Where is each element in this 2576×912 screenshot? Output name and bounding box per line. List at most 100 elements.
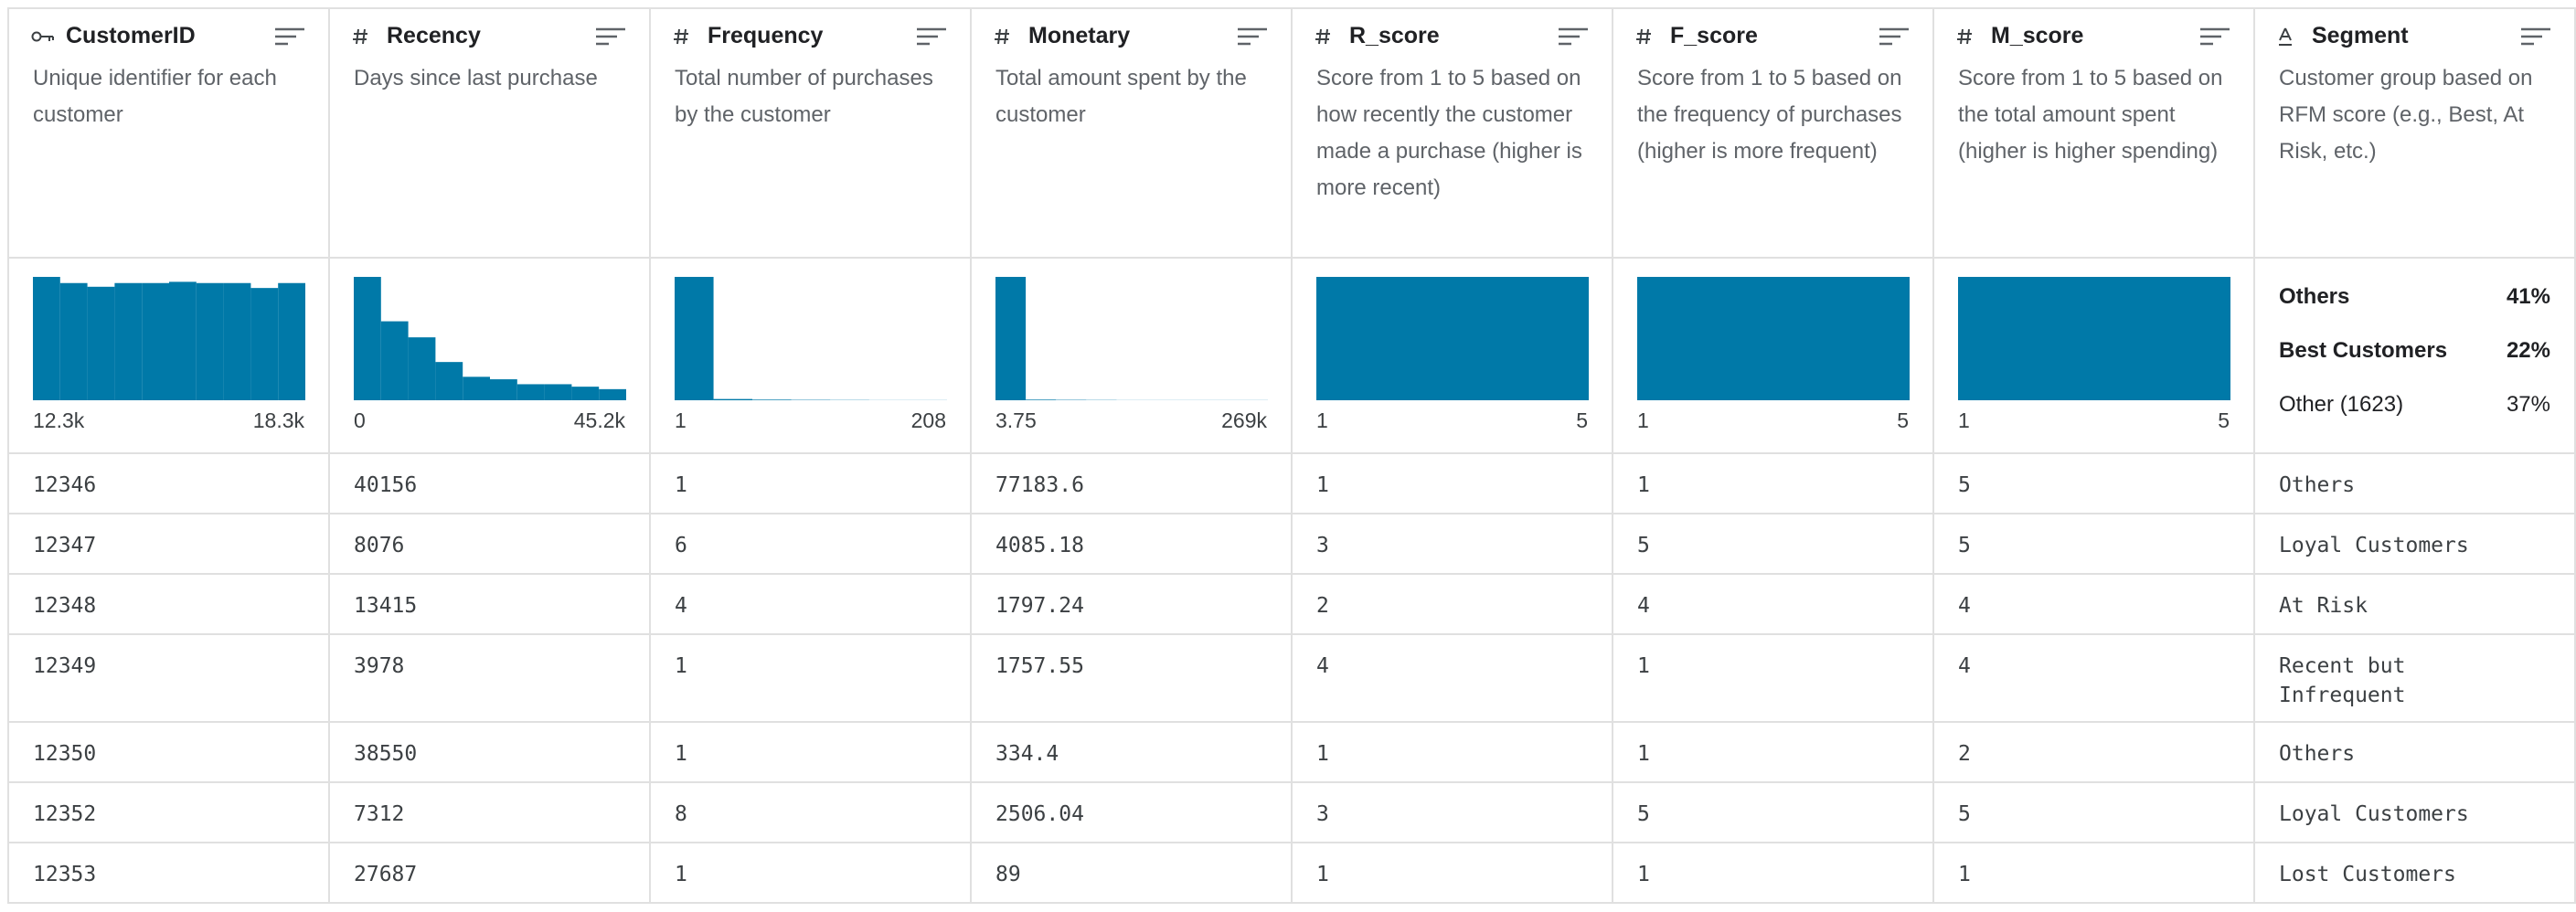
histogram-bar [490, 379, 517, 400]
histogram-bar [223, 282, 251, 400]
column-name: M_score [1991, 23, 2084, 48]
table-cell: 27687 [330, 843, 651, 904]
range-max: 18.3k [252, 408, 304, 432]
histogram-bar [995, 277, 1027, 400]
column-summary: 0 45.2k [330, 259, 651, 454]
cell-value: Recent but Infrequent [2279, 654, 2406, 707]
sort-button[interactable] [275, 27, 304, 48]
cell-value: 1 [1316, 473, 1329, 497]
sort-button[interactable] [917, 27, 946, 48]
range-max: 5 [2218, 408, 2230, 432]
table-cell: 40156 [330, 454, 651, 514]
cell-value: 334.4 [995, 742, 1059, 766]
column-description: Score from 1 to 5 based on how recently … [1316, 66, 1582, 200]
sort-button[interactable] [2200, 27, 2230, 48]
column-header: Frequency Total number of purchases by th… [651, 9, 972, 259]
cell-value: 12348 [33, 594, 97, 618]
table-cell: 1 [651, 723, 972, 783]
table-cell: 2506.04 [972, 783, 1293, 843]
histogram [354, 277, 626, 400]
data-table: CustomerID Unique identifier for each cus… [7, 7, 2576, 904]
table-cell: 38550 [330, 723, 651, 783]
table-cell: 1 [1613, 723, 1934, 783]
table-cell: 1 [651, 635, 972, 723]
cell-value: 1 [675, 742, 687, 766]
table-cell: 5 [1934, 783, 2255, 843]
column-summary: 3.75 269k [972, 259, 1293, 454]
cell-value: 4 [1316, 654, 1329, 678]
type-icon [1315, 28, 1330, 45]
histogram-bar [354, 277, 381, 400]
column-description: Days since last purchase [354, 66, 598, 90]
column-description: Score from 1 to 5 based on the frequency… [1637, 66, 1902, 164]
cell-value: At Risk [2279, 594, 2368, 618]
type-icon [1636, 28, 1651, 45]
type-icon [31, 31, 54, 42]
cell-value: 4 [1637, 594, 1650, 618]
histogram-bar [250, 288, 279, 400]
table-cell: 1 [1934, 843, 2255, 904]
histogram-bar [59, 282, 88, 400]
cell-value: 6 [675, 534, 687, 557]
table-cell: 77183.6 [972, 454, 1293, 514]
table-cell: 12347 [9, 514, 330, 575]
cell-value: Loyal Customers [2279, 802, 2469, 826]
column-summary: 1 208 [651, 259, 972, 454]
histogram-bar [713, 398, 753, 400]
cell-value: 8 [675, 802, 687, 826]
histogram [995, 277, 1268, 400]
column-header: CustomerID Unique identifier for each cus… [9, 9, 330, 259]
sort-button[interactable] [1879, 27, 1909, 48]
cell-value: 4 [675, 594, 687, 618]
sort-button[interactable] [1559, 27, 1588, 48]
cell-value: 5 [1958, 473, 1971, 497]
cell-value: 1 [675, 654, 687, 678]
icon-stroke [1325, 28, 1328, 45]
sort-button[interactable] [2521, 27, 2550, 48]
histogram-bar [33, 277, 60, 400]
table-cell: 3 [1293, 514, 1613, 575]
table-cell: 4 [1934, 575, 2255, 635]
cell-value: 27687 [354, 863, 418, 886]
range-max: 208 [910, 408, 946, 432]
cell-value: 7312 [354, 802, 405, 826]
cell-value: Others [2279, 742, 2356, 766]
cell-value: 13415 [354, 594, 418, 618]
cell-value: 5 [1958, 802, 1971, 826]
table-cell: 1 [1293, 454, 1613, 514]
table-cell: 4085.18 [972, 514, 1293, 575]
cell-value: Lost Customers [2279, 863, 2456, 886]
range-min: 1 [1958, 408, 1970, 432]
cell-value: 4 [1958, 594, 1971, 618]
histogram-bar [142, 282, 169, 400]
top-value-percent: 37% [2506, 392, 2550, 417]
cell-value: 5 [1637, 534, 1650, 557]
table-cell: Lost Customers [2255, 843, 2576, 904]
column-header: Monetary Total amount spent by the custom… [972, 9, 1293, 259]
table-cell: At Risk [2255, 575, 2576, 635]
table-cell: 4 [1934, 635, 2255, 723]
icon-stroke [683, 28, 687, 45]
cell-value: 1 [1316, 742, 1329, 766]
histogram-bar [278, 282, 305, 400]
table-cell: 5 [1613, 783, 1934, 843]
column-header: Recency Days since last purchase [330, 9, 651, 259]
histogram-bar [1026, 399, 1057, 400]
icon-stroke [2284, 27, 2292, 41]
table-cell: 1 [1293, 723, 1613, 783]
cell-value: 1 [1958, 863, 1971, 886]
type-icon [995, 28, 1009, 45]
type-icon [353, 28, 367, 45]
table-cell: 12353 [9, 843, 330, 904]
cell-value: 1757.55 [995, 654, 1084, 678]
histogram [1958, 277, 2230, 400]
sort-button[interactable] [1238, 27, 1267, 48]
cell-value: 1 [1316, 863, 1329, 886]
cell-value: Loyal Customers [2279, 534, 2469, 557]
top-value: Other (1623) 37% [2279, 392, 2550, 418]
sort-button[interactable] [596, 27, 625, 48]
top-value: Best Customers 22% [2279, 338, 2550, 364]
